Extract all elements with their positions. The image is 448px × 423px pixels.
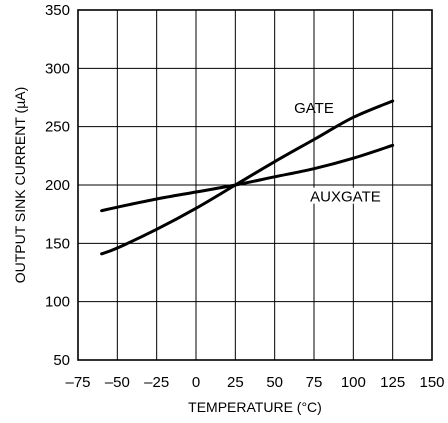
y-tick-label: 300 [45,60,70,77]
y-tick-label: 200 [45,177,70,194]
series-label-gate: GATE [294,100,334,117]
y-tick-label: 150 [45,235,70,252]
x-tick-label: 75 [306,374,323,391]
x-tick-labels: –75 –50 –25 0 25 50 75 100 125 150 [65,374,444,391]
y-tick-labels: 50 100 150 200 250 300 350 [45,2,70,369]
x-tick-label: 50 [266,374,283,391]
y-tick-label: 250 [45,119,70,136]
x-tick-label: 125 [380,374,405,391]
x-tick-label: –50 [105,374,130,391]
series-labels: GATE AUXGATE [294,100,384,206]
x-tick-label: 25 [227,374,244,391]
x-tick-label: 100 [341,374,366,391]
series-line-auxgate [100,143,395,213]
x-tick-label: 150 [419,374,444,391]
x-tick-label: –25 [144,374,169,391]
y-tick-label: 100 [45,294,70,311]
series-line-gate [100,99,395,256]
series-lines [100,99,395,256]
series-label-background [307,187,384,204]
x-tick-label: 0 [192,374,200,391]
grid [78,10,432,360]
y-tick-label: 50 [53,352,70,369]
series-label-auxgate: AUXGATE [310,189,381,206]
x-tick-label: –75 [65,374,90,391]
y-tick-label: 350 [45,2,70,19]
plot-frame [77,9,433,361]
y-axis-title: OUTPUT SINK CURRENT (µA) [12,87,28,284]
x-axis-title: TEMPERATURE (°C) [188,399,322,415]
